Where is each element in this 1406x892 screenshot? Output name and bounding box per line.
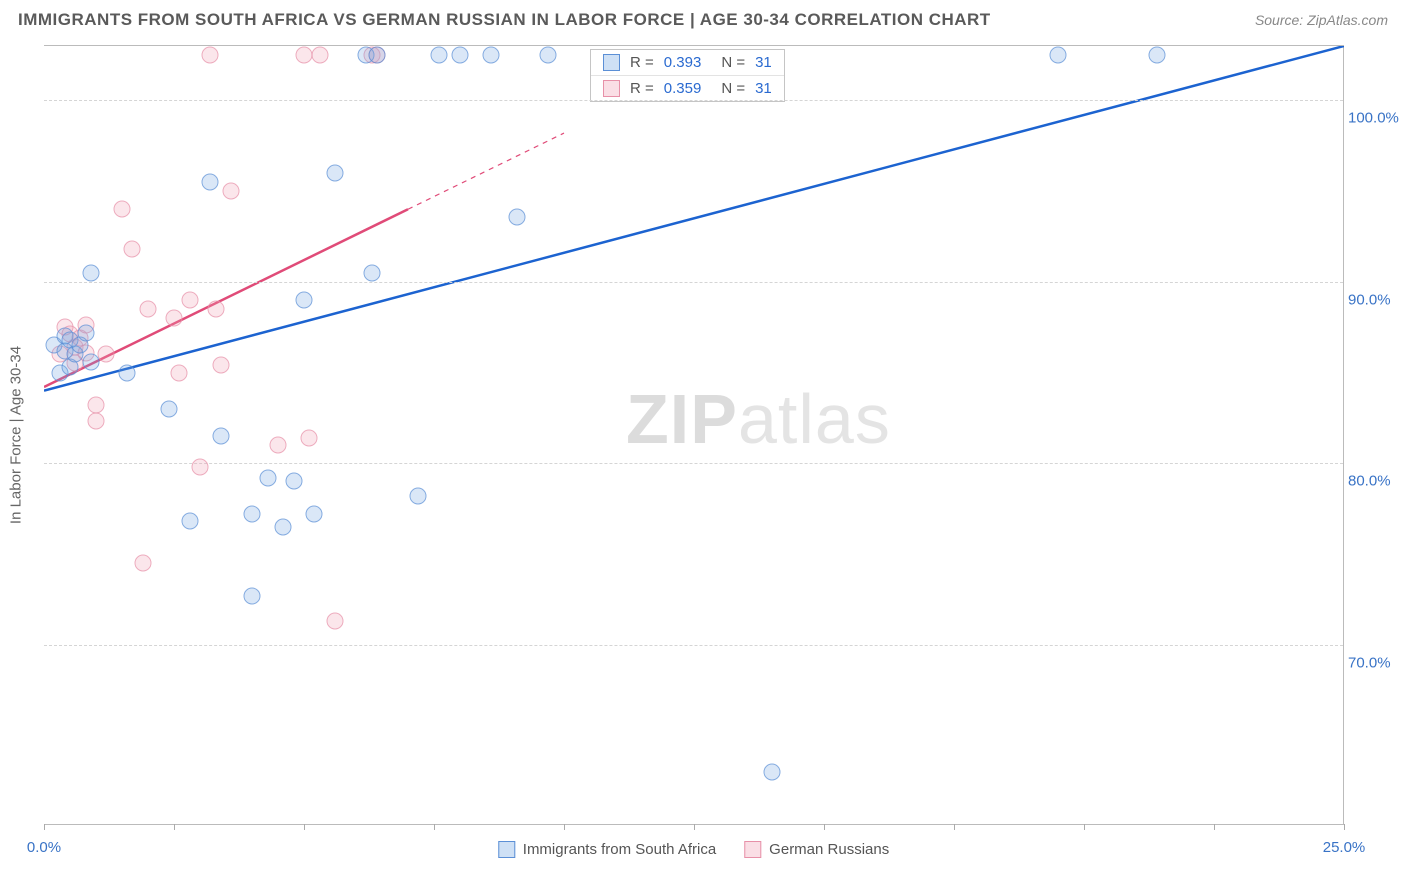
x-tick (694, 824, 695, 830)
data-point-blue (244, 587, 261, 604)
data-point-blue (82, 353, 99, 370)
n-value-pink: 31 (755, 80, 772, 97)
gridline-h (44, 282, 1343, 283)
data-point-blue (259, 469, 276, 486)
legend-item-blue: Immigrants from South Africa (498, 841, 716, 858)
data-point-blue (306, 506, 323, 523)
data-point-pink (171, 364, 188, 381)
y-axis-label: In Labor Force | Age 30-34 (8, 346, 25, 524)
data-point-blue (244, 506, 261, 523)
data-point-pink (114, 201, 131, 218)
x-tick (1214, 824, 1215, 830)
y-tick-label: 70.0% (1348, 654, 1403, 671)
swatch-blue-icon (603, 54, 620, 71)
data-point-blue (296, 291, 313, 308)
data-point-pink (124, 241, 141, 258)
chart-title: IMMIGRANTS FROM SOUTH AFRICA VS GERMAN R… (18, 10, 991, 30)
data-point-pink (207, 301, 224, 318)
x-tick (954, 824, 955, 830)
data-point-blue (327, 164, 344, 181)
legend-row-blue: R = 0.393 N = 31 (591, 50, 784, 75)
x-tick (174, 824, 175, 830)
data-point-blue (410, 487, 427, 504)
data-point-blue (431, 47, 448, 64)
n-value-blue: 31 (755, 54, 772, 71)
swatch-pink-icon (603, 80, 620, 97)
data-point-blue (275, 518, 292, 535)
data-point-pink (311, 47, 328, 64)
x-tick-label: 0.0% (27, 839, 61, 856)
y-tick-label: 90.0% (1348, 291, 1403, 308)
data-point-blue (363, 264, 380, 281)
data-point-pink (134, 554, 151, 571)
data-point-pink (270, 437, 287, 454)
data-point-blue (368, 47, 385, 64)
r-prefix: R = (630, 80, 654, 97)
source-label: Source: ZipAtlas.com (1255, 12, 1388, 28)
data-point-blue (540, 47, 557, 64)
r-prefix: R = (630, 54, 654, 71)
data-point-pink (327, 613, 344, 630)
x-tick (824, 824, 825, 830)
data-point-blue (1148, 47, 1165, 64)
x-tick (1344, 824, 1345, 830)
data-point-blue (483, 47, 500, 64)
data-point-pink (192, 458, 209, 475)
swatch-pink-icon (744, 841, 761, 858)
data-point-blue (181, 513, 198, 530)
x-tick (44, 824, 45, 830)
data-point-blue (160, 400, 177, 417)
n-prefix: N = (721, 54, 745, 71)
trend-lines-svg (44, 46, 1344, 826)
data-point-blue (452, 47, 469, 64)
data-point-blue (1050, 47, 1067, 64)
y-tick-label: 100.0% (1348, 110, 1403, 127)
r-value-pink: 0.359 (664, 80, 702, 97)
legend-label-blue: Immigrants from South Africa (523, 841, 716, 858)
y-tick-label: 80.0% (1348, 473, 1403, 490)
x-tick (434, 824, 435, 830)
data-point-blue (77, 324, 94, 341)
data-point-pink (301, 429, 318, 446)
data-point-blue (285, 473, 302, 490)
data-point-pink (88, 397, 105, 414)
data-point-pink (140, 301, 157, 318)
legend-label-pink: German Russians (769, 841, 889, 858)
data-point-blue (764, 763, 781, 780)
data-point-pink (223, 183, 240, 200)
swatch-blue-icon (498, 841, 515, 858)
x-tick (564, 824, 565, 830)
data-point-pink (296, 47, 313, 64)
gridline-h (44, 463, 1343, 464)
data-point-pink (181, 291, 198, 308)
data-point-pink (98, 346, 115, 363)
data-point-blue (509, 208, 526, 225)
correlation-legend: R = 0.393 N = 31 R = 0.359 N = 31 (590, 49, 785, 102)
x-tick (1084, 824, 1085, 830)
x-tick-label: 25.0% (1323, 839, 1366, 856)
data-point-pink (202, 47, 219, 64)
series-legend: Immigrants from South Africa German Russ… (498, 841, 889, 858)
n-prefix: N = (721, 80, 745, 97)
data-point-blue (119, 364, 136, 381)
gridline-h (44, 100, 1343, 101)
data-point-blue (212, 428, 229, 445)
watermark: ZIPatlas (626, 379, 891, 459)
x-tick (304, 824, 305, 830)
data-point-blue (82, 264, 99, 281)
chart-plot-area: In Labor Force | Age 30-34 ZIPatlas R = … (44, 45, 1344, 825)
legend-row-pink: R = 0.359 N = 31 (591, 75, 784, 101)
legend-item-pink: German Russians (744, 841, 889, 858)
data-point-pink (166, 310, 183, 327)
data-point-pink (212, 357, 229, 374)
data-point-blue (202, 174, 219, 191)
gridline-h (44, 645, 1343, 646)
r-value-blue: 0.393 (664, 54, 702, 71)
data-point-pink (88, 413, 105, 430)
